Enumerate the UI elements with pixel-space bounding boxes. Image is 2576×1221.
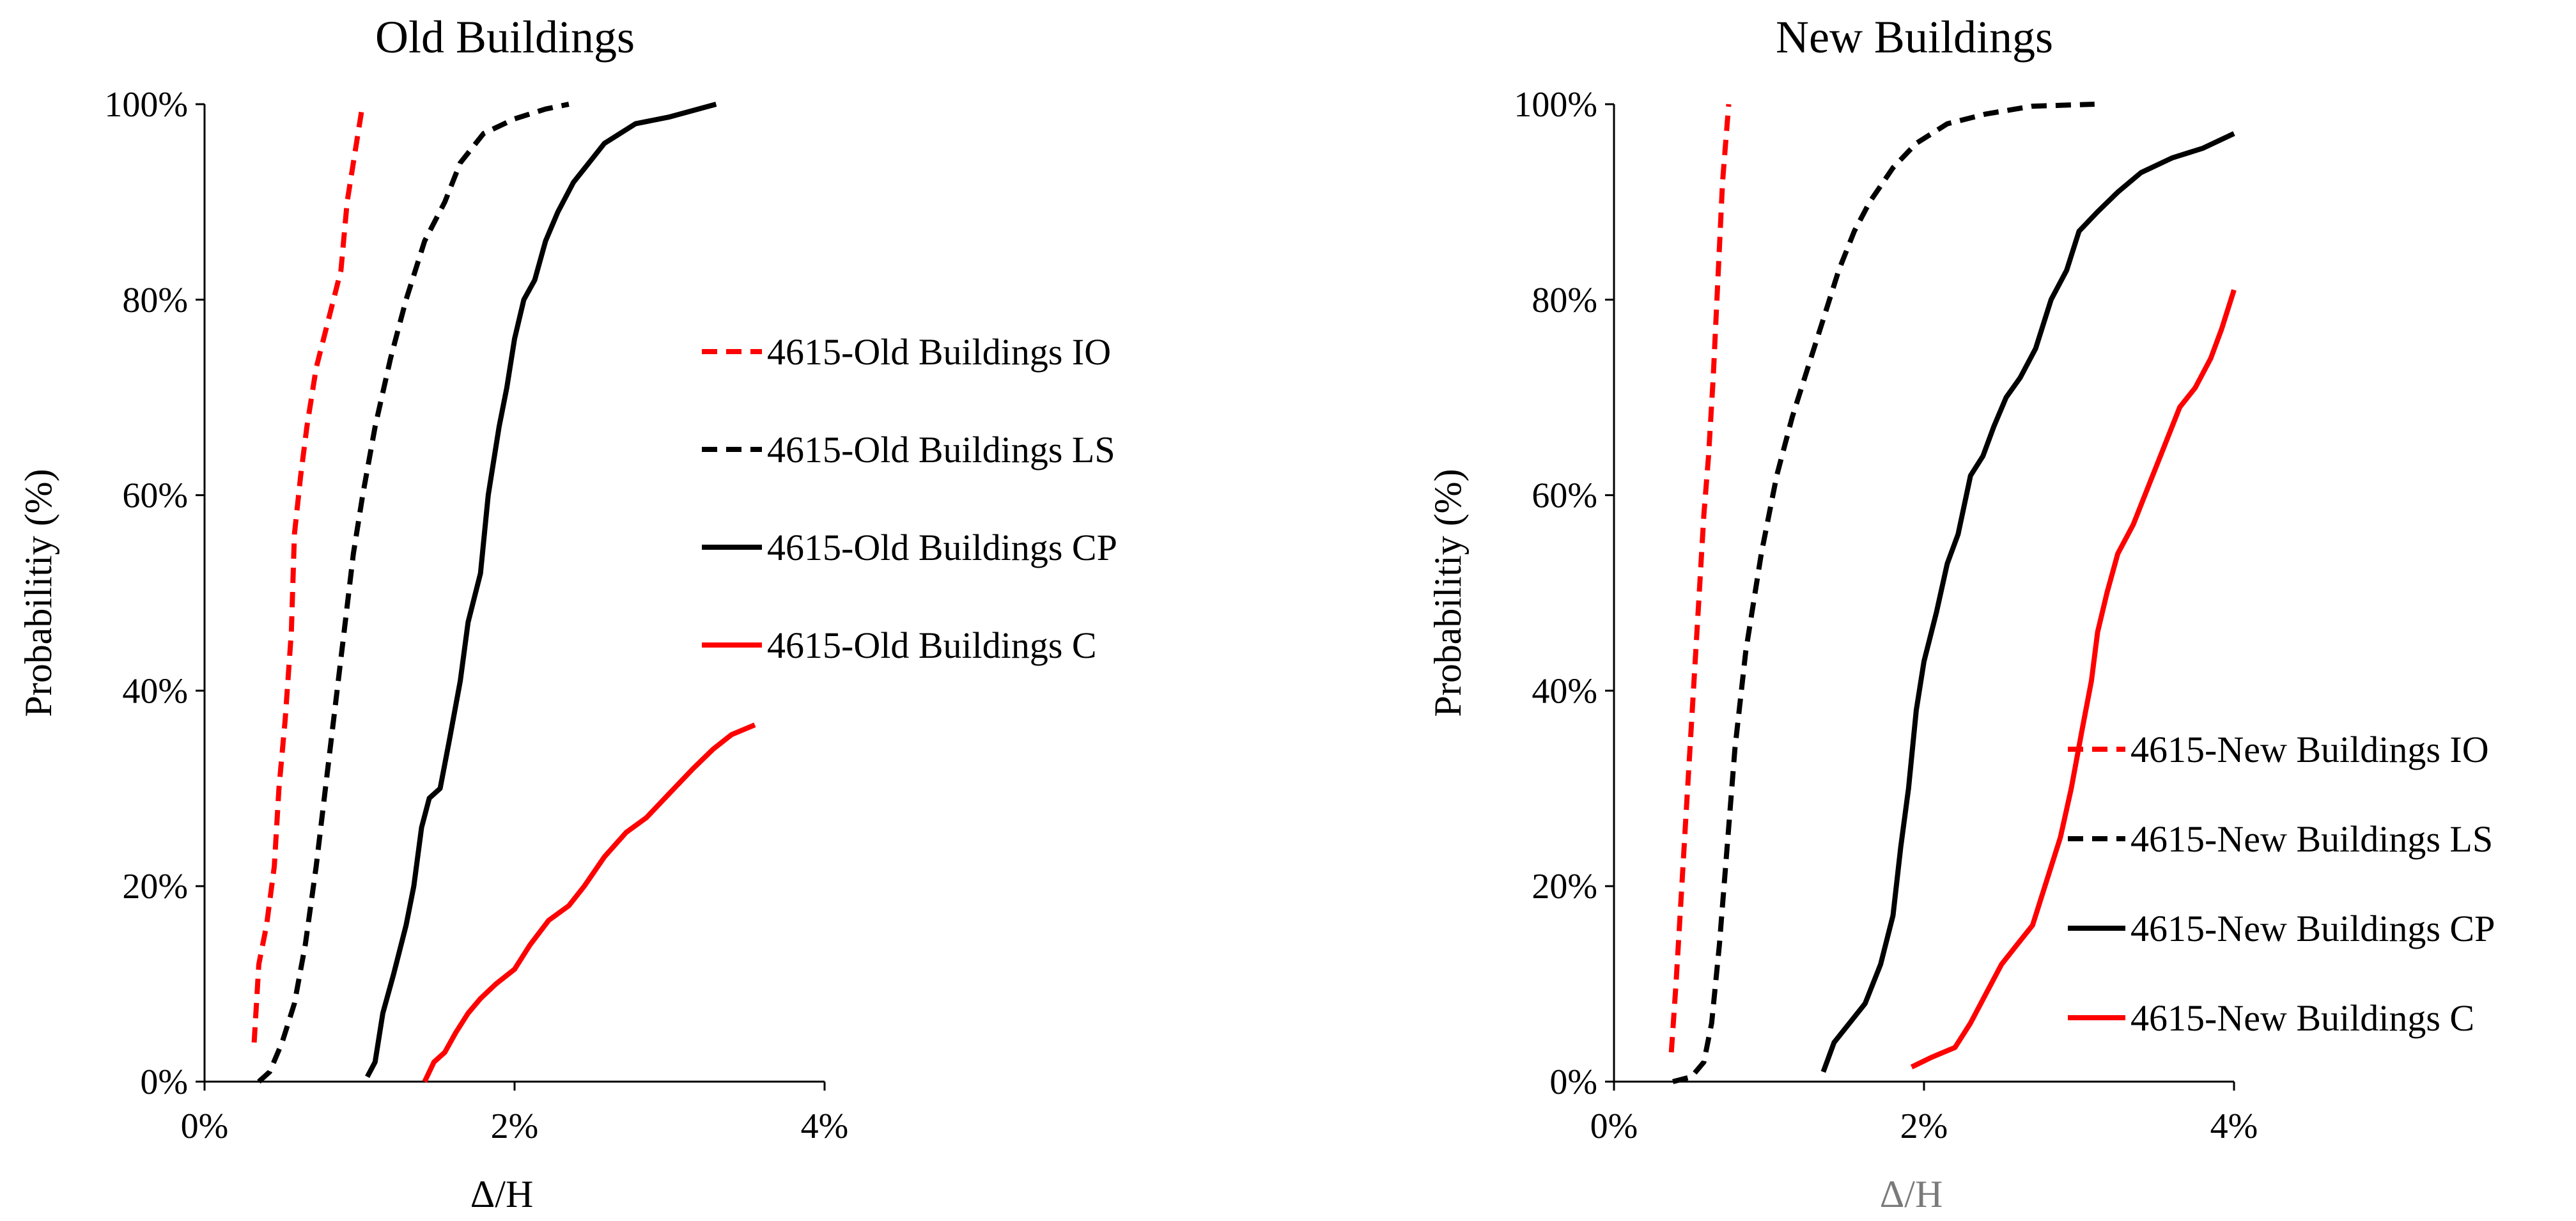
x-axis-label: Δ/H <box>1880 1173 1943 1215</box>
y-axis-label: Probabilitiy (%) <box>17 469 59 717</box>
x-tick-label: 4% <box>2210 1107 2258 1146</box>
legend-label: 4615-Old Buildings IO <box>767 331 1111 373</box>
x-tick-label: 4% <box>801 1107 849 1146</box>
x-tick-label: 2% <box>491 1107 539 1146</box>
series-line-new-1 <box>1672 102 2095 1084</box>
x-axis-label: Δ/H <box>470 1173 534 1215</box>
chart-title: Old Buildings <box>375 12 635 63</box>
x-tick-label: 2% <box>1900 1107 1948 1146</box>
legend-item: 4615-New Buildings C <box>2068 997 2474 1039</box>
y-tick-label: 100% <box>104 85 188 125</box>
y-tick-label: 40% <box>122 671 188 711</box>
y-axis-label: Probabilitiy (%) <box>1427 469 1469 717</box>
chart-old-buildings: Old Buildings 0% 20% 40% 60% 80% 100% 0% 2% 4% Δ/H… <box>17 12 1117 1215</box>
series-line-old-0 <box>251 104 366 1043</box>
chart-new-buildings-svg: New Buildings 0% 20% 40% 60% 80% 100% 0% 2% 4% Δ/H… <box>1427 12 2495 1215</box>
chart-new-buildings: New Buildings 0% 20% 40% 60% 80% 100% 0% 2% 4% Δ/H… <box>1288 0 2576 1221</box>
legend-label: 4615-Old Buildings CP <box>767 527 1117 568</box>
legend-label: 4615-New Buildings C <box>2130 997 2474 1039</box>
legend-label: 4615-Old Buildings C <box>767 625 1097 666</box>
series-line-old-1 <box>257 102 570 1084</box>
series-line-new-0 <box>1668 104 1732 1053</box>
y-tick-label: 0% <box>140 1062 188 1102</box>
legend-item: 4615-Old Buildings LS <box>702 429 1115 471</box>
chart-old-buildings-svg: Old Buildings 0% 20% 40% 60% 80% 100% 0% 2% 4% Δ/H… <box>17 12 1117 1215</box>
y-tick-label: 100% <box>1514 85 1597 125</box>
y-tick-label: 60% <box>122 476 188 516</box>
y-tick-label: 80% <box>122 281 188 320</box>
y-tick-label: 0% <box>1549 1062 1597 1102</box>
y-tick-label: 20% <box>1532 867 1597 906</box>
y-tick-label: 40% <box>1532 671 1597 711</box>
legend-item: 4615-Old Buildings IO <box>702 331 1111 373</box>
legend-item: 4615-New Buildings CP <box>2068 908 2495 949</box>
series-line-new-3 <box>1910 289 2237 1069</box>
legend-item: 4615-New Buildings IO <box>2068 729 2489 770</box>
x-tick-label: 0% <box>181 1107 229 1146</box>
series-line-old-2 <box>365 102 717 1078</box>
y-tick-label: 60% <box>1532 476 1597 516</box>
legend-item: 4615-Old Buildings C <box>702 625 1097 666</box>
legend-item: 4615-New Buildings LS <box>2068 818 2493 860</box>
legend-label: 4615-New Buildings IO <box>2130 729 2489 770</box>
series-line-old-3 <box>422 722 756 1083</box>
y-tick-label: 80% <box>1532 281 1597 320</box>
legend-label: 4615-Old Buildings LS <box>767 429 1115 471</box>
series-line-new-2 <box>1820 131 2235 1073</box>
chart-title: New Buildings <box>1776 12 2053 63</box>
legend-label: 4615-New Buildings LS <box>2130 818 2493 860</box>
legend-item: 4615-Old Buildings CP <box>702 527 1117 568</box>
x-tick-label: 0% <box>1590 1107 1638 1146</box>
y-tick-label: 20% <box>122 867 188 906</box>
legend-label: 4615-New Buildings CP <box>2130 908 2495 949</box>
